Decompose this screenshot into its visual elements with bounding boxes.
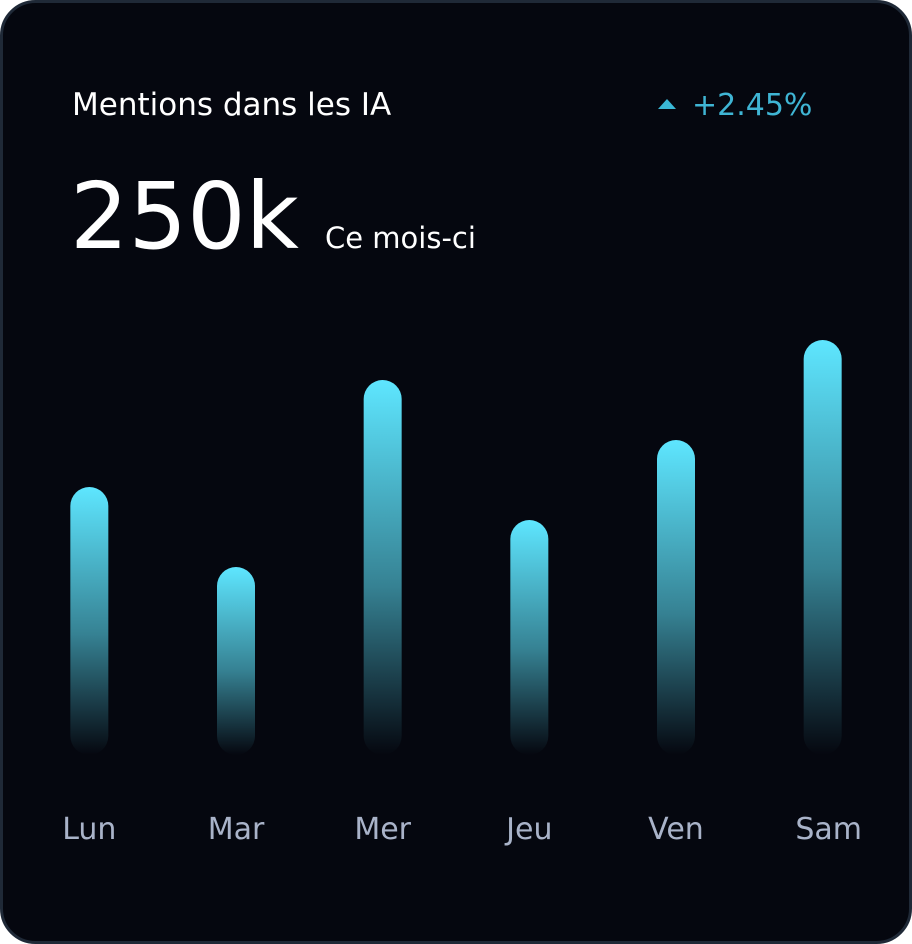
bar	[657, 440, 695, 755]
x-tick-label: Mer	[354, 812, 411, 847]
total-value: 250k	[70, 163, 300, 270]
bar	[70, 487, 109, 755]
bar	[803, 340, 842, 755]
x-tick-label: Sam	[795, 812, 862, 847]
change-value: +2.45%	[692, 88, 812, 123]
plot-area: Lun Mar Mer Jeu Ven Sam	[62, 340, 862, 847]
bar	[217, 567, 255, 755]
bar	[363, 380, 402, 755]
bar	[510, 520, 549, 755]
period-label: Ce mois-ci	[325, 221, 476, 255]
x-tick-label: Jeu	[504, 812, 552, 847]
x-tick-label: Mar	[208, 812, 265, 847]
trend-up-icon	[658, 99, 676, 109]
card-title: Mentions dans les IA	[72, 87, 391, 123]
x-tick-label: Ven	[648, 812, 704, 847]
x-tick-label: Lun	[62, 812, 116, 847]
